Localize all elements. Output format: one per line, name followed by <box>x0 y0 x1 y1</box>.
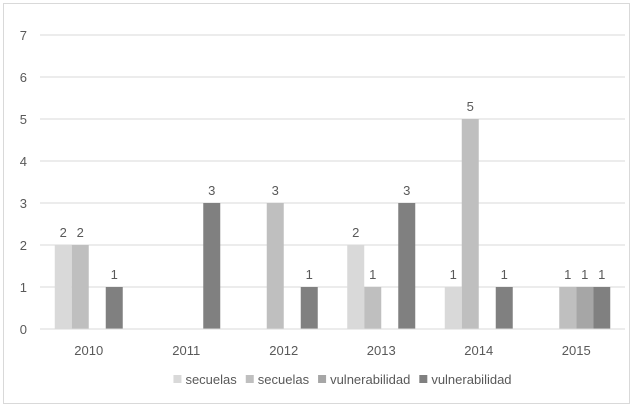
x-tick-label: 2011 <box>172 343 200 358</box>
x-tick-label: 2015 <box>562 343 591 358</box>
data-label: 1 <box>369 267 376 282</box>
y-tick-label: 5 <box>20 112 27 127</box>
bar-2012-series-2 <box>266 203 284 329</box>
y-tick-label: 7 <box>20 28 27 43</box>
bar-2010-series-1 <box>54 245 72 329</box>
bar-2012-series-4 <box>300 287 318 329</box>
legend-item: vulnerabilidad <box>318 372 410 387</box>
x-tick-label: 2014 <box>464 343 493 358</box>
bar-2014-series-4 <box>495 287 513 329</box>
data-label: 1 <box>306 267 313 282</box>
data-label: 1 <box>598 267 605 282</box>
data-label: 1 <box>564 267 571 282</box>
bar-2015-series-3 <box>576 287 594 329</box>
bar-2010-series-4 <box>105 287 123 329</box>
x-axis-ticks: 2010 2011 2012 2013 2014 2015 <box>74 343 590 358</box>
data-label: 2 <box>352 225 359 240</box>
data-label: 5 <box>467 99 474 114</box>
data-label: 1 <box>501 267 508 282</box>
legend: secuelas secuelas vulnerabilidad vulnerabil… <box>173 372 512 387</box>
bar-2014-series-2 <box>461 119 479 329</box>
legend-swatch <box>245 375 254 383</box>
x-tick-label: 2013 <box>367 343 396 358</box>
data-label: 2 <box>60 225 67 240</box>
bar-2013-series-2 <box>364 287 382 329</box>
legend-label: secuelas <box>185 372 237 387</box>
x-tick-label: 2010 <box>74 343 103 358</box>
y-tick-label: 3 <box>20 196 27 211</box>
legend-label: vulnerabilidad <box>330 372 410 387</box>
data-label: 3 <box>403 183 410 198</box>
bar-2015-series-4 <box>593 287 611 329</box>
bar-2013-series-1 <box>347 245 365 329</box>
data-label: 2 <box>77 225 84 240</box>
data-label: 3 <box>272 183 279 198</box>
y-tick-label: 1 <box>20 280 27 295</box>
legend-item: vulnerabilidad <box>419 372 512 387</box>
y-tick-label: 4 <box>20 154 27 169</box>
legend-swatch <box>419 375 428 383</box>
y-tick-label: 0 <box>20 322 27 337</box>
bar-2015-series-2 <box>559 287 577 329</box>
data-label: 1 <box>450 267 457 282</box>
y-tick-label: 2 <box>20 238 27 253</box>
legend-item: secuelas <box>173 372 237 387</box>
legend-swatch <box>318 375 327 383</box>
data-label: 1 <box>581 267 588 282</box>
bar-2011-series-4 <box>203 203 221 329</box>
y-axis-ticks: 0 1 2 3 4 5 6 7 <box>20 28 27 337</box>
data-label: 1 <box>111 267 118 282</box>
legend-swatch <box>173 375 182 383</box>
bar-2010-series-2 <box>71 245 89 329</box>
legend-item: secuelas <box>245 372 310 387</box>
legend-label: secuelas <box>258 372 310 387</box>
bar-2013-series-4 <box>398 203 416 329</box>
x-tick-label: 2012 <box>269 343 298 358</box>
bar-2014-series-1 <box>444 287 462 329</box>
legend-label: vulnerabilidad <box>431 372 511 387</box>
bars <box>54 119 611 329</box>
y-tick-label: 6 <box>20 70 27 85</box>
data-label: 3 <box>208 183 215 198</box>
gridlines <box>40 34 625 288</box>
